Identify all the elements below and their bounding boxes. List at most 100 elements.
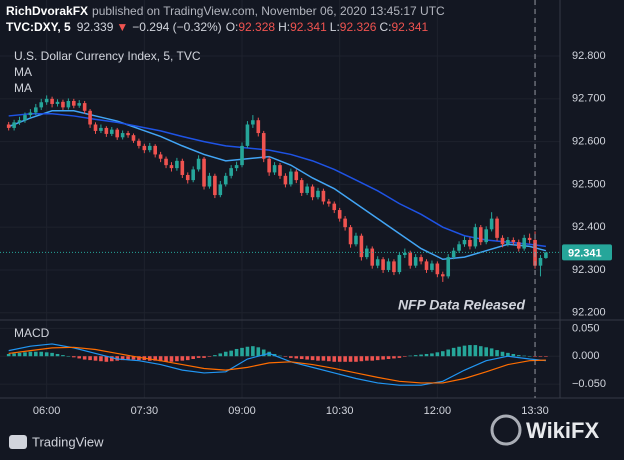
macd-histogram-bar [484,347,489,357]
macd-histogram-bar [435,352,440,357]
macd-histogram-bar [299,356,304,359]
macd-histogram-bar [451,347,456,357]
author: RichDvorakFX [6,4,88,18]
macd-histogram-bar [381,356,385,360]
macd-histogram-bar [66,356,71,357]
logo-text: TradingView [32,434,104,449]
macd-histogram-bar [88,356,92,361]
macd-histogram-bar [213,355,217,357]
candle-body [251,120,255,125]
candle-body [158,154,163,159]
macd-histogram-bar [104,356,109,362]
change-arrow: ▼ [116,20,128,34]
candle-body [544,252,548,258]
macd-histogram-bar [229,350,233,357]
candle-body [392,261,396,273]
x-tick-label: 13:30 [521,405,549,417]
candle-body [66,100,71,108]
candle-body [522,237,526,249]
ohlc-label: O: [226,20,239,34]
candle-body [359,235,364,258]
candle-body [77,103,82,106]
candle-body [289,171,293,185]
macd-histogram-bar [180,356,185,361]
macd-histogram-bar [533,356,537,357]
candle-body [93,124,98,131]
candle-body [451,250,456,258]
y-tick-label: 92.400 [572,221,606,233]
macd-histogram-bar [185,356,190,361]
x-tick-label: 10:30 [326,405,354,417]
ma-line [8,113,546,248]
candle-body [153,145,157,155]
macd-histogram-bar [169,356,174,362]
candle-body [61,101,65,108]
candle-body [332,203,337,211]
x-tick-label: 12:00 [424,405,452,417]
candle-body [381,259,385,270]
candle-body [511,240,516,243]
macd-histogram-bar [354,356,358,362]
candle-body [196,158,201,170]
macd-tick-label: −0.050 [572,378,606,390]
chart-title: U.S. Dollar Currency Index, 5, TVC [14,49,201,63]
macd-histogram-bar [82,356,87,360]
macd-histogram-bar [109,356,114,362]
macd-histogram-bar [522,355,526,357]
macd-histogram-bar [6,353,11,357]
candle-body [440,274,445,277]
macd-histogram-bar [500,351,505,357]
candle-body [538,257,543,266]
legend-entry: MA [14,65,32,79]
candle-body [419,257,423,262]
macd-histogram-bar [289,356,293,358]
watermark-text: WikiFX [526,418,599,443]
candle-body [71,100,76,106]
macd-histogram-bar [294,356,299,359]
candle-body [175,160,179,169]
event-label: NFP Data Released [398,297,526,313]
candle-body [500,237,505,245]
candle-body [23,115,27,121]
legend-entry: MA [14,81,32,95]
candle-body [137,140,141,146]
macd-histogram-bar [506,352,510,357]
ohlc-value: 92.341 [391,20,428,34]
macd-histogram-bar [359,356,364,362]
macd-histogram-bar [413,355,418,357]
published: published on TradingView.com, November 0… [92,4,445,18]
y-tick-label: 92.300 [572,264,606,276]
macd-histogram-bar [196,356,201,358]
candle-body [516,242,521,249]
macd-histogram-bar [283,356,288,357]
macd-histogram-bar [365,356,369,361]
macd-histogram-bar [403,356,407,357]
x-tick-label: 09:00 [228,405,256,417]
quote-line: TVC:DXY, 5 92.339 ▼ −0.294 (−0.32%) O:92.328… [6,20,429,34]
candle-body [169,165,174,169]
macd-line [8,346,546,384]
candle-body [185,174,190,181]
candle-body [506,240,510,245]
candle-body [147,145,152,151]
macd-histogram-bar [55,353,60,357]
candle-body [50,98,54,104]
macd-tick-label: 0.000 [572,350,600,362]
ohlc-value: 92.328 [238,20,275,34]
candle-body [240,145,244,166]
macd-histogram-bar [462,345,467,357]
candle-body [484,229,489,243]
candle-body [348,227,353,245]
candle-body [28,112,33,116]
candle-body [316,190,320,198]
macd-histogram-bar [321,356,326,361]
watermark-icon [490,414,522,446]
candle-body [223,175,228,185]
macd-histogram-bar [71,356,76,358]
macd-histogram-bar [202,356,206,358]
candle-body [310,186,315,198]
macd-histogram-bar [175,356,179,362]
candle-body [202,158,206,187]
candle-body [462,240,467,245]
